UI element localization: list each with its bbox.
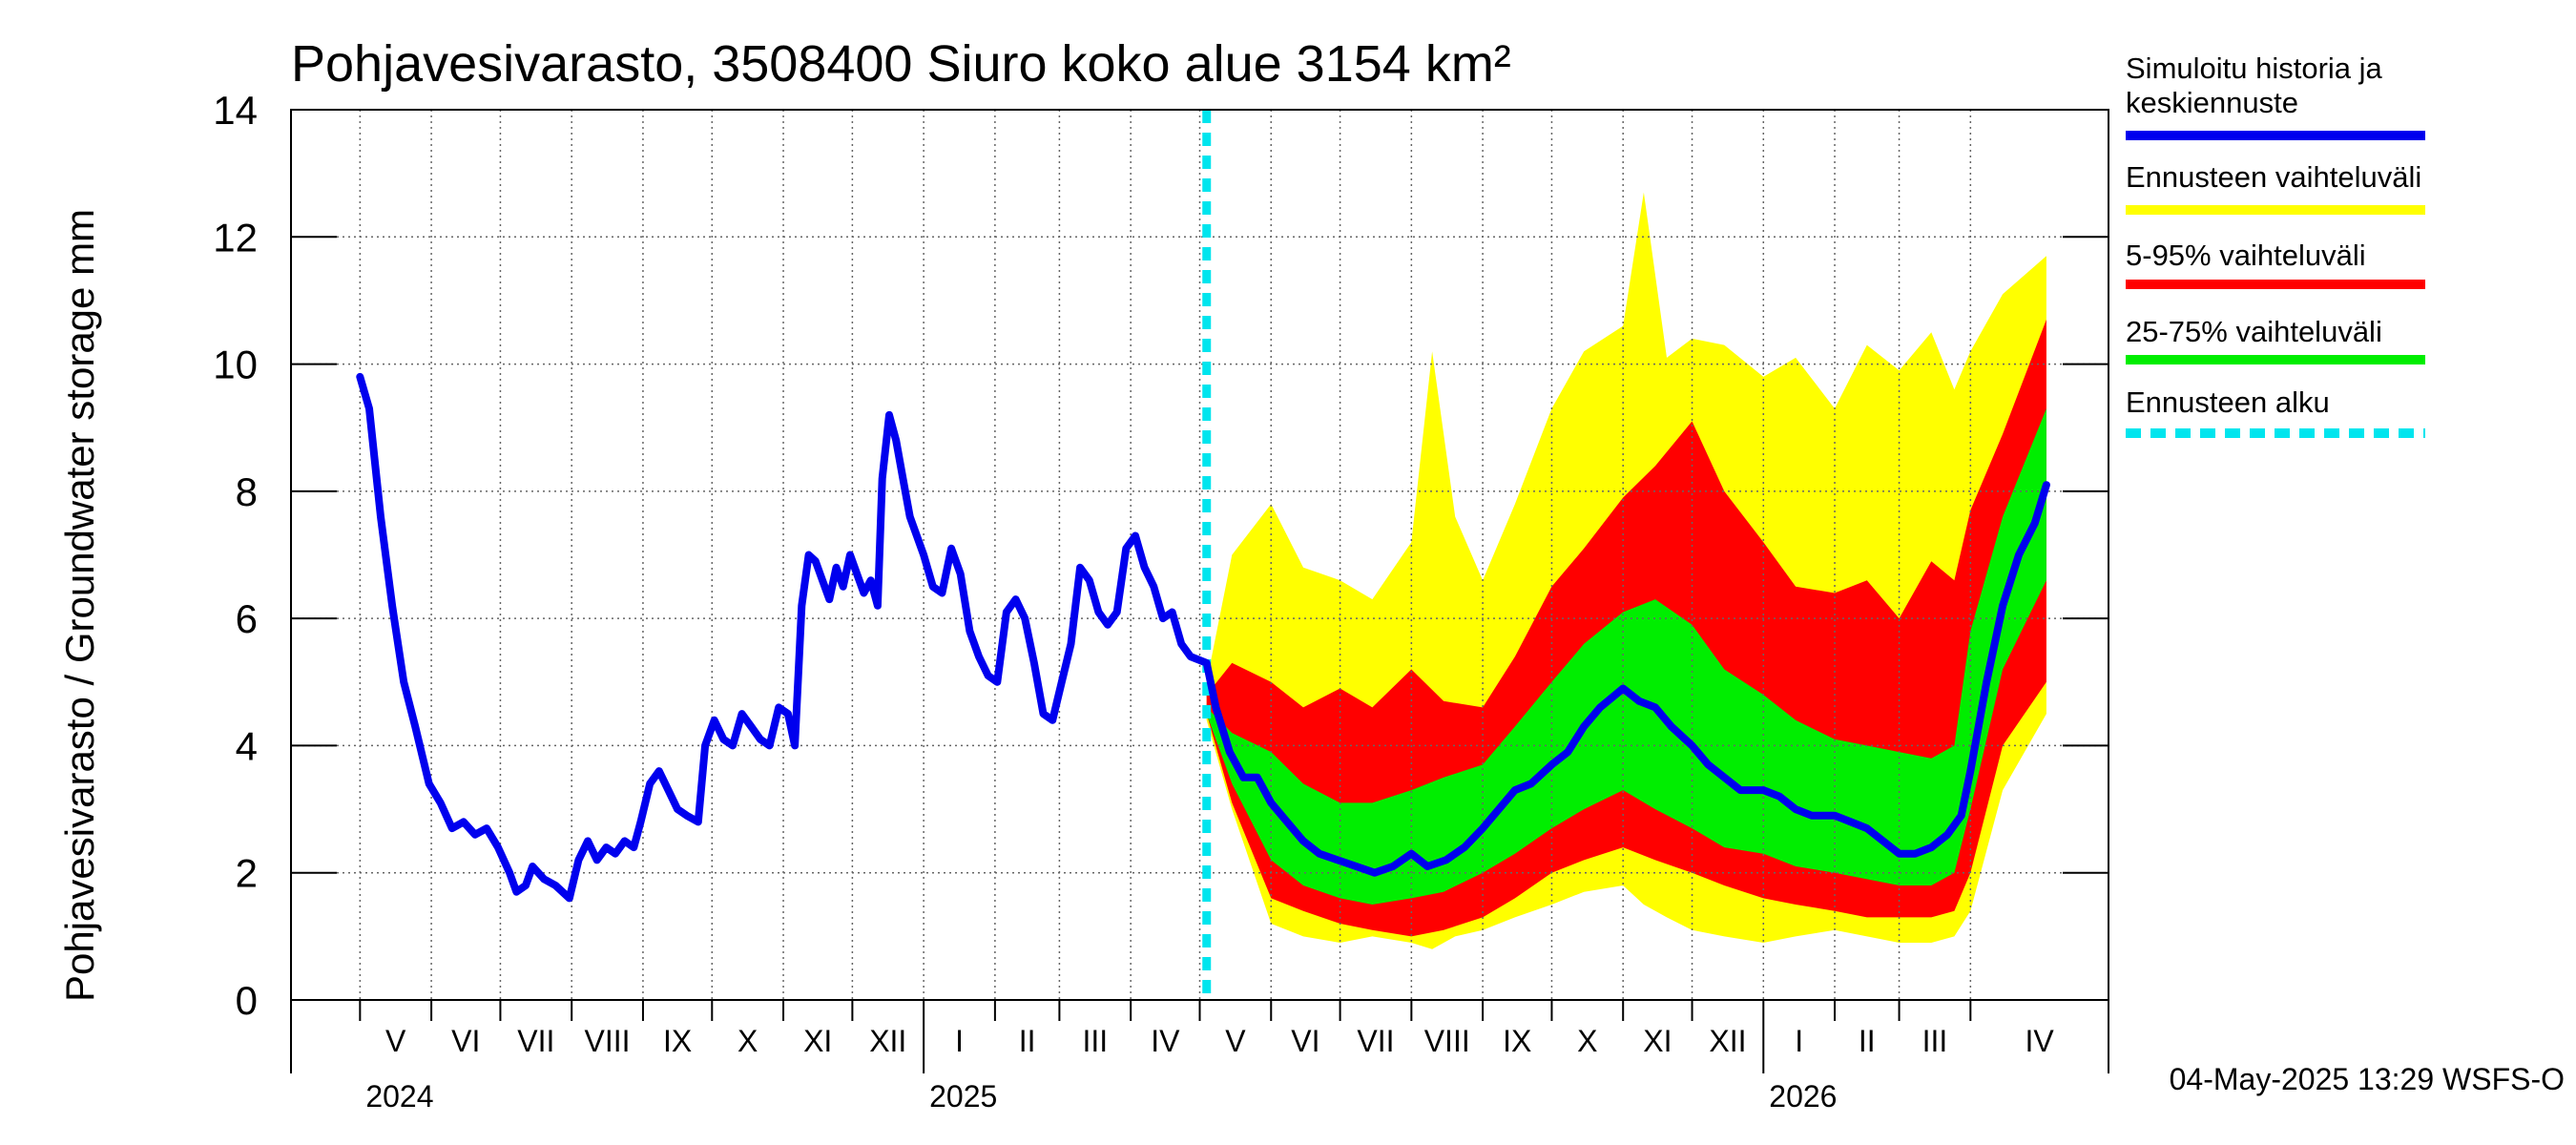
legend-label-3: 25-75% vaihteluväli <box>2126 315 2382 348</box>
month-label-6: XI <box>803 1024 832 1058</box>
month-label-10: III <box>1082 1024 1108 1058</box>
month-label-1: VI <box>451 1024 480 1058</box>
month-label-13: VI <box>1291 1024 1319 1058</box>
forecast-bands <box>1206 192 2046 949</box>
y-tick-label-2: 4 <box>236 723 258 768</box>
month-label-4: IX <box>663 1024 692 1058</box>
month-label-23: IV <box>2025 1024 2055 1058</box>
month-label-7: XII <box>869 1024 906 1058</box>
timestamp-footer: 04-May-2025 13:29 WSFS-O <box>2170 1062 2565 1096</box>
y-tick-label-7: 14 <box>213 88 258 133</box>
legend-label-2: 5-95% vaihteluväli <box>2126 239 2366 272</box>
y-axis-label: Pohjavesivarasto / Groundwater storage m… <box>57 209 102 1002</box>
y-tick-label-1: 2 <box>236 851 258 896</box>
y-tick-label-4: 8 <box>236 469 258 514</box>
series-line-simulated <box>356 372 2050 903</box>
month-label-8: I <box>955 1024 964 1058</box>
band-3 <box>1206 408 2046 905</box>
month-label-15: VIII <box>1424 1024 1470 1058</box>
month-label-17: X <box>1577 1024 1597 1058</box>
month-label-14: VII <box>1357 1024 1394 1058</box>
month-label-16: IX <box>1503 1024 1531 1058</box>
y-tick-label-3: 6 <box>236 596 258 641</box>
chart-title: Pohjavesivarasto, 3508400 Siuro koko alu… <box>291 35 1511 93</box>
legend-label-4: Ennusteen alku <box>2126 385 2330 419</box>
month-label-20: I <box>1795 1024 1803 1058</box>
month-label-2: VII <box>517 1024 554 1058</box>
month-label-21: II <box>1859 1024 1876 1058</box>
year-label-2: 2026 <box>1769 1079 1837 1114</box>
year-label-1: 2025 <box>929 1079 997 1114</box>
y-tick-label-0: 0 <box>236 978 258 1023</box>
month-label-3: VIII <box>585 1024 631 1058</box>
month-label-18: XI <box>1643 1024 1672 1058</box>
month-label-19: XII <box>1709 1024 1746 1058</box>
legend-label-0-1: keskiennuste <box>2126 86 2298 119</box>
y-tick-label-5: 10 <box>213 343 258 387</box>
month-label-11: IV <box>1151 1024 1180 1058</box>
month-label-12: V <box>1225 1024 1246 1058</box>
month-label-22: III <box>1922 1024 1948 1058</box>
legend-label-0: Simuloitu historia ja <box>2126 52 2383 85</box>
month-label-0: V <box>385 1024 406 1058</box>
year-label-0: 2024 <box>365 1079 433 1114</box>
month-label-9: II <box>1019 1024 1036 1058</box>
legend-label-1: Ennusteen vaihteluväli <box>2126 160 2421 194</box>
month-label-5: X <box>737 1024 758 1058</box>
line-layer <box>356 110 2050 1000</box>
y-tick-label-6: 12 <box>213 215 258 260</box>
